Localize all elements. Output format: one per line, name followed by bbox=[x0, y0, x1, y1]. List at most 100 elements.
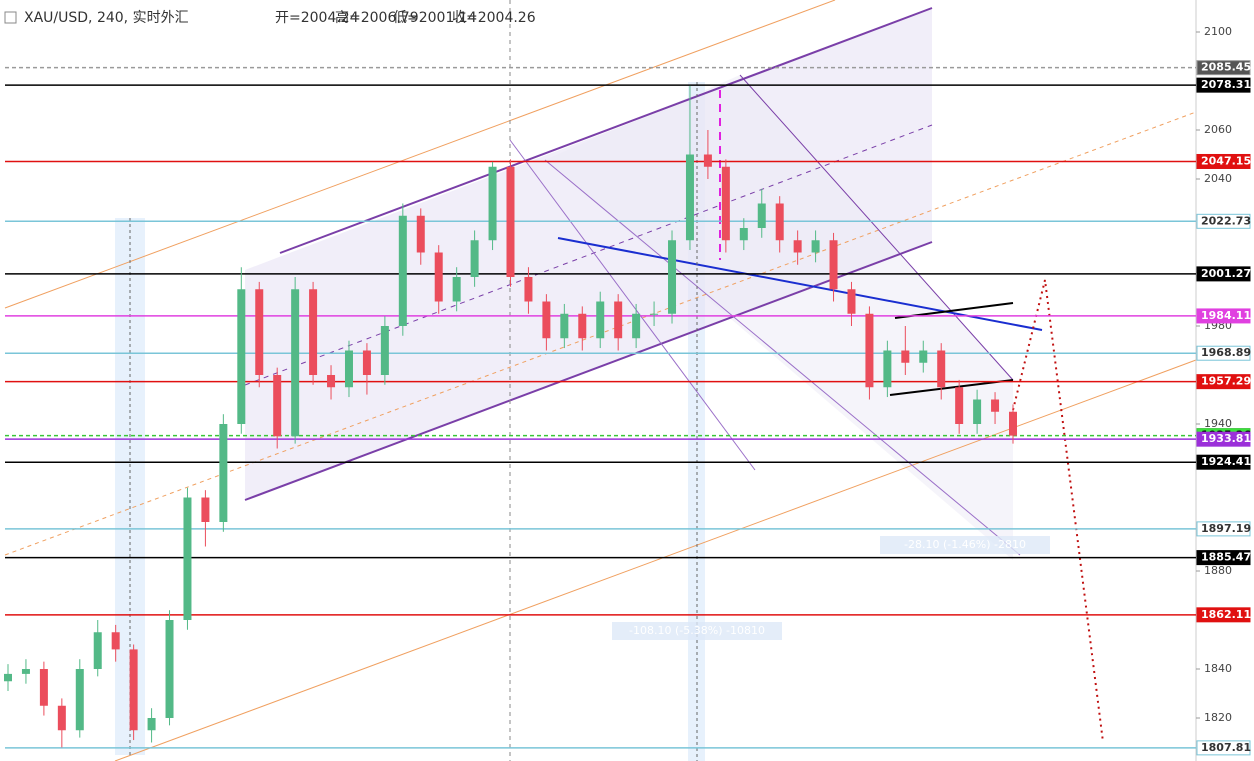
candle-body bbox=[416, 215, 425, 253]
level-tag bbox=[1196, 266, 1251, 282]
candle-body bbox=[793, 240, 802, 253]
level-tag bbox=[1196, 740, 1251, 756]
annotation-box bbox=[880, 536, 1050, 554]
candle-body bbox=[721, 166, 730, 241]
candle-body bbox=[147, 718, 156, 731]
candle-body bbox=[506, 166, 515, 277]
forecast-arrow bbox=[1012, 279, 1104, 743]
candle-body bbox=[919, 350, 928, 363]
candle-body bbox=[614, 301, 623, 339]
candle-body bbox=[650, 313, 659, 315]
level-tag bbox=[1196, 153, 1251, 169]
candle-body bbox=[955, 387, 964, 425]
candle-body bbox=[739, 227, 748, 241]
candle-body bbox=[75, 669, 84, 731]
candle-body bbox=[434, 252, 443, 302]
candle-body bbox=[309, 289, 318, 375]
candle-body bbox=[183, 497, 192, 621]
level-label: 1957.29 bbox=[1201, 375, 1251, 388]
desc-channel bbox=[509, 139, 756, 471]
candle-body bbox=[829, 240, 838, 290]
y-tick-label: 1820 bbox=[1204, 711, 1232, 724]
candle-body bbox=[991, 399, 1000, 412]
level-tag bbox=[1196, 308, 1251, 324]
candle-body bbox=[578, 313, 587, 339]
candle-body bbox=[632, 313, 641, 339]
candle-body bbox=[883, 350, 892, 388]
annotation: -108.10 (-5.38%) -10810 bbox=[629, 624, 765, 637]
candle-body bbox=[380, 325, 389, 375]
y-tick-label: 1840 bbox=[1204, 662, 1232, 675]
candle-body bbox=[524, 276, 533, 302]
candle-body bbox=[685, 154, 694, 241]
level-tag bbox=[1196, 77, 1251, 93]
level-label: 1968.89 bbox=[1201, 346, 1251, 359]
y-tick-label: 2040 bbox=[1204, 172, 1232, 185]
level-label: 1897.19 bbox=[1201, 522, 1251, 535]
y-tick-label: 1880 bbox=[1204, 564, 1232, 577]
level-label: 1862.11 bbox=[1201, 608, 1251, 621]
purple-channel bbox=[279, 7, 933, 254]
level-tag bbox=[1196, 454, 1251, 470]
level-label: 1885.47 bbox=[1201, 551, 1251, 564]
candle-body bbox=[596, 301, 605, 339]
candle-body bbox=[129, 649, 138, 731]
candle-body bbox=[560, 313, 569, 339]
candle-body bbox=[488, 166, 497, 241]
annotation: -28.10 (-1.46%) -2810 bbox=[904, 538, 1026, 551]
trendline bbox=[557, 237, 1043, 331]
level-label: 1807.81 bbox=[1201, 741, 1251, 754]
candle-body bbox=[273, 374, 282, 437]
candle-body bbox=[57, 705, 66, 731]
candle-body bbox=[811, 240, 820, 253]
level-label: 2047.15 bbox=[1201, 154, 1251, 167]
level-tag bbox=[1196, 521, 1251, 537]
collapse-icon[interactable] bbox=[4, 11, 17, 24]
triangle-line bbox=[889, 379, 1014, 396]
level-tag bbox=[1196, 431, 1251, 447]
candle-body bbox=[452, 276, 461, 302]
candle-body bbox=[703, 154, 712, 167]
desc-channel bbox=[739, 74, 1014, 381]
level-label: 2001.27 bbox=[1201, 267, 1251, 280]
candle-body bbox=[865, 313, 874, 388]
symbol-title: XAU/USD, 240, 实时外汇 bbox=[24, 10, 189, 26]
candle-body bbox=[973, 399, 982, 425]
level-tag bbox=[1196, 60, 1251, 76]
candle-body bbox=[111, 632, 120, 650]
ohlc-label: 低=2001.14 bbox=[393, 10, 477, 26]
level-label: 2022.73 bbox=[1201, 214, 1251, 227]
level-label: 1984.11 bbox=[1201, 309, 1251, 322]
candle-body bbox=[757, 203, 766, 228]
candle-body bbox=[237, 289, 246, 425]
candle-body bbox=[362, 350, 371, 375]
y-tick-label: 2100 bbox=[1204, 25, 1232, 38]
candle-body bbox=[344, 350, 353, 388]
level-label: 1924.41 bbox=[1201, 455, 1251, 468]
candle-body bbox=[937, 350, 946, 388]
level-label: 1933.81 bbox=[1201, 432, 1251, 445]
candle-body bbox=[775, 203, 784, 241]
candle-body bbox=[39, 669, 48, 706]
candle-body bbox=[93, 632, 102, 670]
candle-body bbox=[165, 620, 174, 719]
purple-mid bbox=[244, 124, 933, 386]
candle-body bbox=[901, 350, 910, 363]
level-tag bbox=[1196, 550, 1251, 566]
desc-channel bbox=[544, 159, 1021, 556]
candle-body bbox=[255, 289, 264, 375]
candle-body bbox=[4, 673, 12, 682]
candle-body bbox=[847, 289, 856, 314]
ohlc-label: 开=2004.24 bbox=[275, 10, 359, 26]
orange-channel bbox=[4, 0, 836, 309]
candle-body bbox=[1009, 411, 1017, 436]
y-tick-label: 1940 bbox=[1204, 417, 1232, 430]
candle-body bbox=[398, 215, 407, 326]
candle-body bbox=[668, 240, 677, 314]
annotation-box bbox=[612, 622, 782, 640]
level-label: 2085.45 bbox=[1201, 61, 1251, 74]
level-tag bbox=[1196, 213, 1251, 229]
level-tag bbox=[1196, 607, 1251, 623]
ohlc-label: 高=2006.79 bbox=[335, 9, 419, 26]
